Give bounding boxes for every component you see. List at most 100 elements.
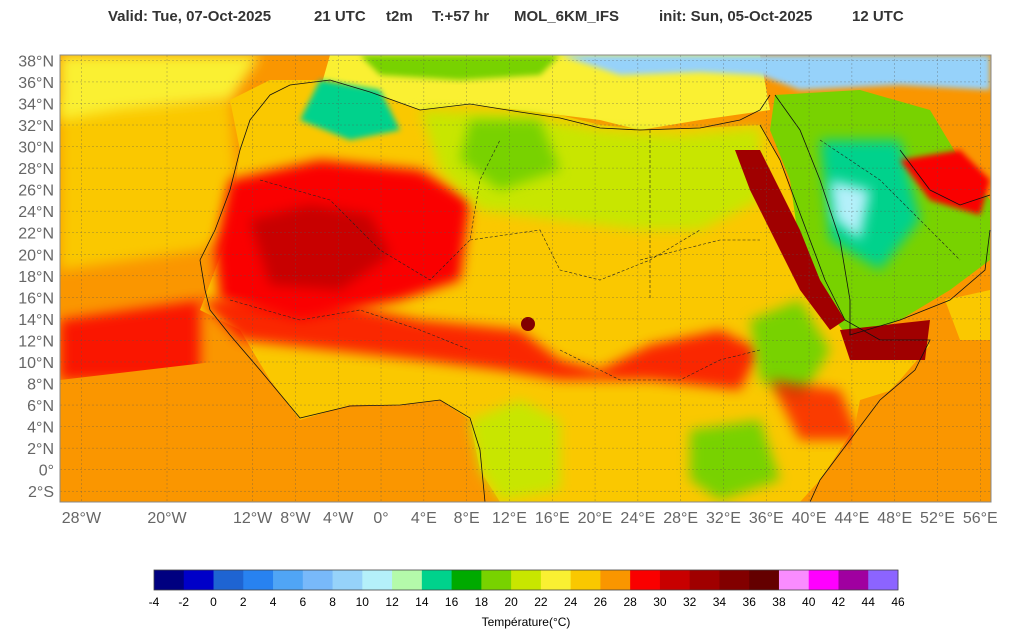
indian-ocean xyxy=(840,360,990,502)
lon-label: 4°W xyxy=(323,510,354,527)
variable-name: t2m xyxy=(386,8,413,25)
colorbar-tick: 46 xyxy=(891,595,905,609)
colorbar-tick: 18 xyxy=(475,595,489,609)
colorbar-swatch xyxy=(689,570,720,590)
atlantic-tropics xyxy=(60,360,300,440)
lon-label: 0° xyxy=(373,510,388,527)
colorbar-tick: 6 xyxy=(299,595,306,609)
colorbar-swatch xyxy=(808,570,839,590)
persian-gulf xyxy=(900,150,990,215)
colorbar-title: Température(°C) xyxy=(482,615,571,629)
map-frame xyxy=(59,54,992,503)
colorbar-swatch xyxy=(630,570,661,590)
colorbar-tick: 12 xyxy=(385,595,399,609)
lat-label: 26°N xyxy=(18,183,54,200)
lat-label: 10°N xyxy=(18,355,54,372)
colorbar-swatch xyxy=(451,570,482,590)
lat-label: 24°N xyxy=(18,204,54,221)
colorbar-swatch xyxy=(421,570,453,590)
colorbar-swatch xyxy=(302,570,334,590)
arabia-interior xyxy=(820,140,920,270)
colorbar-swatch xyxy=(659,570,691,590)
east-africa-coast xyxy=(759,124,931,502)
colorbar-tick: 38 xyxy=(772,595,786,609)
colorbar-tick: 8 xyxy=(329,595,336,609)
colorbar-tick: 32 xyxy=(683,595,697,609)
lon-label: 36°E xyxy=(749,510,784,527)
colorbar-swatch xyxy=(332,570,363,590)
lon-label: 8°W xyxy=(280,510,311,527)
colorbar: -4 -2 0 2 4 6 8 10 12 14 16 18 20 22 24 26 28 30 32 34 36 38 4… xyxy=(149,569,905,609)
lon-label: 20°E xyxy=(578,510,613,527)
valid-hour: 21 UTC xyxy=(314,8,366,25)
colorbar-tick: 24 xyxy=(564,595,578,609)
lon-label: 4°E xyxy=(411,510,437,527)
longitude-labels: 28°W 20°W 12°W 8°W 4°W 0° 4°E 8°E 12°E 16°E 20°E 24… xyxy=(62,510,998,527)
border-sudan xyxy=(639,239,760,261)
border-niger-chad xyxy=(469,229,701,281)
iberia-warm xyxy=(360,55,560,80)
colorbar-swatch xyxy=(600,570,631,590)
lat-label: 4°N xyxy=(27,420,54,437)
colorbar-frame xyxy=(153,569,899,591)
colorbar-tick: 22 xyxy=(534,595,548,609)
colorbar-swatch xyxy=(749,570,780,590)
ethiopian-highlands xyxy=(750,300,830,400)
lat-label: 38°N xyxy=(18,53,54,70)
colorbar-tick: 0 xyxy=(210,595,217,609)
libya-cool xyxy=(460,120,560,190)
arabian-sea-coast xyxy=(945,290,990,340)
anatolia-cool xyxy=(560,55,990,90)
colorbar-tick: 40 xyxy=(802,595,816,609)
lon-label: 44°E xyxy=(834,510,869,527)
border-saudi xyxy=(819,139,961,261)
lon-label: 8°E xyxy=(454,510,480,527)
congo-basin xyxy=(470,400,560,500)
lat-label: 32°N xyxy=(18,118,54,135)
lon-label: 40°E xyxy=(792,510,827,527)
lon-label: 24°E xyxy=(620,510,655,527)
atlantic-north-26 xyxy=(60,100,240,270)
lon-label: 28°E xyxy=(663,510,698,527)
lat-label: 6°N xyxy=(27,398,54,415)
kenya-warm xyxy=(770,380,860,440)
colorbar-swatch xyxy=(243,570,274,590)
lat-label: 30°N xyxy=(18,140,54,157)
country-borders xyxy=(229,130,961,381)
colorbar-tick: 28 xyxy=(623,595,637,609)
lon-label: 32°E xyxy=(706,510,741,527)
lat-label: 18°N xyxy=(18,269,54,286)
lon-label: 48°E xyxy=(877,510,912,527)
lon-label: 28°W xyxy=(62,510,102,527)
lat-label: 14°N xyxy=(18,312,54,329)
colorbar-swatch xyxy=(183,570,215,590)
lat-label: 22°N xyxy=(18,226,54,243)
lat-label: 36°N xyxy=(18,75,54,92)
latitude-labels: 38°N 36°N 34°N 32°N 30°N 28°N 26°N 24°N 22°N 20°N… xyxy=(18,53,54,501)
gulf-of-guinea xyxy=(290,400,480,502)
lon-label: 16°E xyxy=(535,510,570,527)
lat-label: 34°N xyxy=(18,96,54,113)
north-africa-coast xyxy=(199,79,771,261)
colorbar-tick: 44 xyxy=(862,595,876,609)
init-hour: 12 UTC xyxy=(852,8,904,25)
colorbar-tick: -2 xyxy=(178,595,189,609)
mauritania-core xyxy=(250,205,390,290)
colorbar-swatch xyxy=(570,570,601,590)
lat-label: 28°N xyxy=(18,161,54,178)
colorbar-swatch xyxy=(213,570,244,590)
lat-label: 2°S xyxy=(28,484,54,501)
sahel-band xyxy=(200,300,760,390)
border-car-south-sudan xyxy=(559,349,761,381)
valid-date: Valid: Tue, 07-Oct-2025 xyxy=(108,8,272,25)
lat-label: 20°N xyxy=(18,247,54,264)
lon-label: 52°E xyxy=(920,510,955,527)
colorbar-tick: 30 xyxy=(653,595,667,609)
lon-label: 12°E xyxy=(492,510,527,527)
init-date: init: Sun, 05-Oct-2025 xyxy=(659,8,813,25)
colorbar-tick: 2 xyxy=(240,595,247,609)
colorbar-swatch xyxy=(778,570,810,590)
colorbar-tick: 16 xyxy=(445,595,459,609)
colorbar-tick: 36 xyxy=(743,595,757,609)
